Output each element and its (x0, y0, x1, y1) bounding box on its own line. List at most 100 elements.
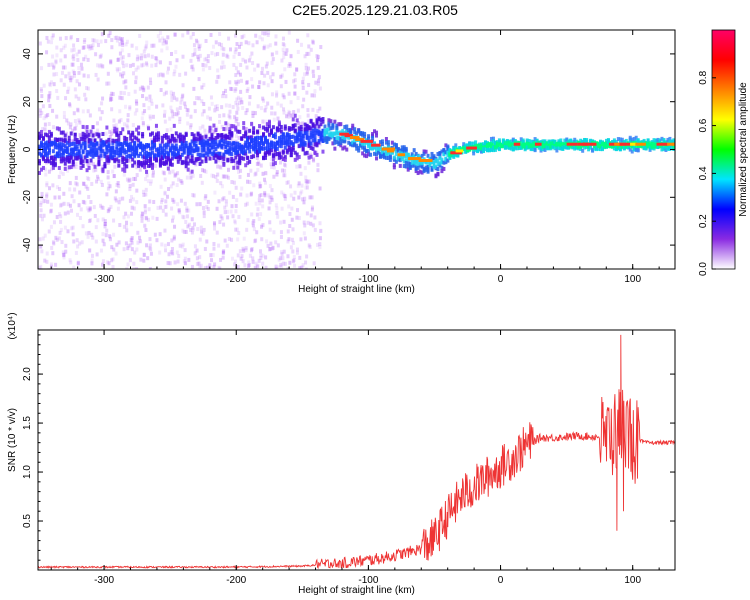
heatmap-noise-cell (73, 187, 77, 192)
heatmap-noise-cell (204, 194, 208, 199)
heatmap-band-cell (410, 161, 414, 166)
heatmap-noise-cell (130, 194, 134, 199)
heatmap-noise-cell (257, 84, 261, 89)
heatmap-band-cell (262, 146, 266, 151)
heatmap-noise-cell (296, 108, 300, 113)
heatmap-noise-cell (48, 81, 52, 86)
heatmap-noise-cell (184, 219, 188, 224)
heatmap-noise-cell (273, 111, 277, 116)
heatmap-band-cell (353, 139, 357, 144)
heatmap-noise-cell (236, 79, 240, 84)
heatmap-noise-cell (184, 229, 188, 234)
heatmap-noise-cell (164, 80, 168, 85)
heatmap-band-cell (61, 143, 65, 148)
heatmap-band-cell (55, 151, 59, 156)
heatmap-band-cell (156, 134, 160, 139)
heatmap-noise-cell (149, 137, 153, 142)
heatmap-band-cell (595, 143, 599, 148)
heatmap-band-cell (307, 126, 311, 131)
heatmap-y-tick-label: -20 (22, 190, 33, 205)
heatmap-noise-cell (125, 39, 129, 44)
heatmap-noise-cell (196, 227, 200, 232)
heatmap-noise-cell (158, 60, 162, 65)
heatmap-band-cell (398, 150, 402, 155)
heatmap-band-cell (143, 162, 147, 167)
heatmap-band-cell (204, 156, 208, 161)
heatmap-noise-cell (173, 32, 177, 37)
heatmap-band-cell (220, 145, 224, 150)
heatmap-noise-cell (77, 65, 81, 70)
heatmap-noise-cell (234, 203, 238, 208)
heatmap-band-cell (462, 142, 466, 147)
heatmap-band-cell (291, 126, 295, 131)
heatmap-noise-cell (304, 179, 308, 184)
heatmap-noise-cell (212, 264, 216, 269)
heatmap-band-cell (646, 144, 650, 149)
heatmap-band-cell (333, 140, 337, 145)
heatmap-noise-cell (106, 209, 110, 214)
heatmap-band-cell (101, 167, 105, 172)
heatmap-noise-cell (232, 180, 236, 185)
heatmap-noise-cell (306, 108, 310, 113)
heatmap-noise-cell (213, 52, 217, 57)
heatmap-band-cell (85, 159, 89, 164)
heatmap-noise-cell (243, 127, 247, 132)
heatmap-band-cell (279, 144, 283, 149)
heatmap-noise-cell (248, 95, 252, 100)
heatmap-band-cell (525, 145, 529, 150)
heatmap-noise-cell (279, 74, 283, 79)
heatmap-noise-cell (203, 128, 207, 133)
heatmap-noise-cell (260, 224, 264, 229)
heatmap-band-cell (73, 153, 77, 158)
heatmap-band-cell (378, 140, 382, 145)
heatmap-noise-cell (89, 218, 93, 223)
heatmap-noise-cell (221, 174, 225, 179)
heatmap-band-cell (224, 140, 228, 145)
heatmap-noise-cell (58, 187, 62, 192)
line-y-axis-label: SNR (10 * v/v) (7, 408, 18, 472)
heatmap-noise-cell (239, 168, 243, 173)
heatmap-noise-cell (315, 54, 319, 59)
heatmap-peak-cell (466, 146, 477, 150)
heatmap-noise-cell (276, 214, 280, 219)
heatmap-noise-cell (198, 202, 202, 207)
heatmap-noise-cell (169, 250, 173, 255)
heatmap-band-cell (133, 152, 137, 157)
heatmap-band-cell (628, 147, 632, 152)
heatmap-noise-cell (248, 180, 252, 185)
heatmap-noise-cell (316, 58, 320, 63)
heatmap-band-cell (273, 135, 277, 140)
heatmap-noise-cell (307, 82, 311, 87)
heatmap-noise-cell (162, 113, 166, 118)
heatmap-band-cell (38, 151, 41, 156)
heatmap-band-cell (321, 149, 325, 154)
heatmap-band-cell (400, 157, 404, 162)
heatmap-noise-cell (264, 119, 268, 124)
heatmap-noise-cell (107, 33, 111, 38)
heatmap-noise-cell (242, 236, 246, 241)
heatmap-noise-cell (54, 235, 58, 240)
heatmap-noise-cell (210, 173, 214, 178)
heatmap-noise-cell (197, 57, 201, 62)
heatmap-noise-cell (161, 103, 165, 108)
heatmap-noise-cell (261, 66, 265, 71)
heatmap-band-cell (141, 148, 145, 153)
heatmap-band-cell (509, 139, 513, 144)
heatmap-noise-cell (71, 55, 75, 60)
heatmap-band-cell (63, 149, 67, 154)
heatmap-band-cell (105, 150, 109, 155)
heatmap-noise-cell (282, 173, 286, 178)
heatmap-noise-cell (110, 258, 114, 263)
heatmap-band-cell (137, 160, 141, 165)
heatmap-noise-cell (96, 43, 100, 48)
heatmap-band-cell (77, 153, 81, 158)
heatmap-noise-cell (60, 70, 64, 75)
heatmap-noise-cell (274, 240, 278, 245)
heatmap-band-cell (250, 138, 254, 143)
heatmap-noise-cell (221, 250, 225, 255)
line-x-tick-label: -200 (226, 575, 246, 586)
heatmap-band-cell (216, 154, 220, 159)
heatmap-band-cell (212, 123, 216, 128)
heatmap-band-cell (632, 146, 636, 151)
heatmap-band-cell (226, 150, 230, 155)
